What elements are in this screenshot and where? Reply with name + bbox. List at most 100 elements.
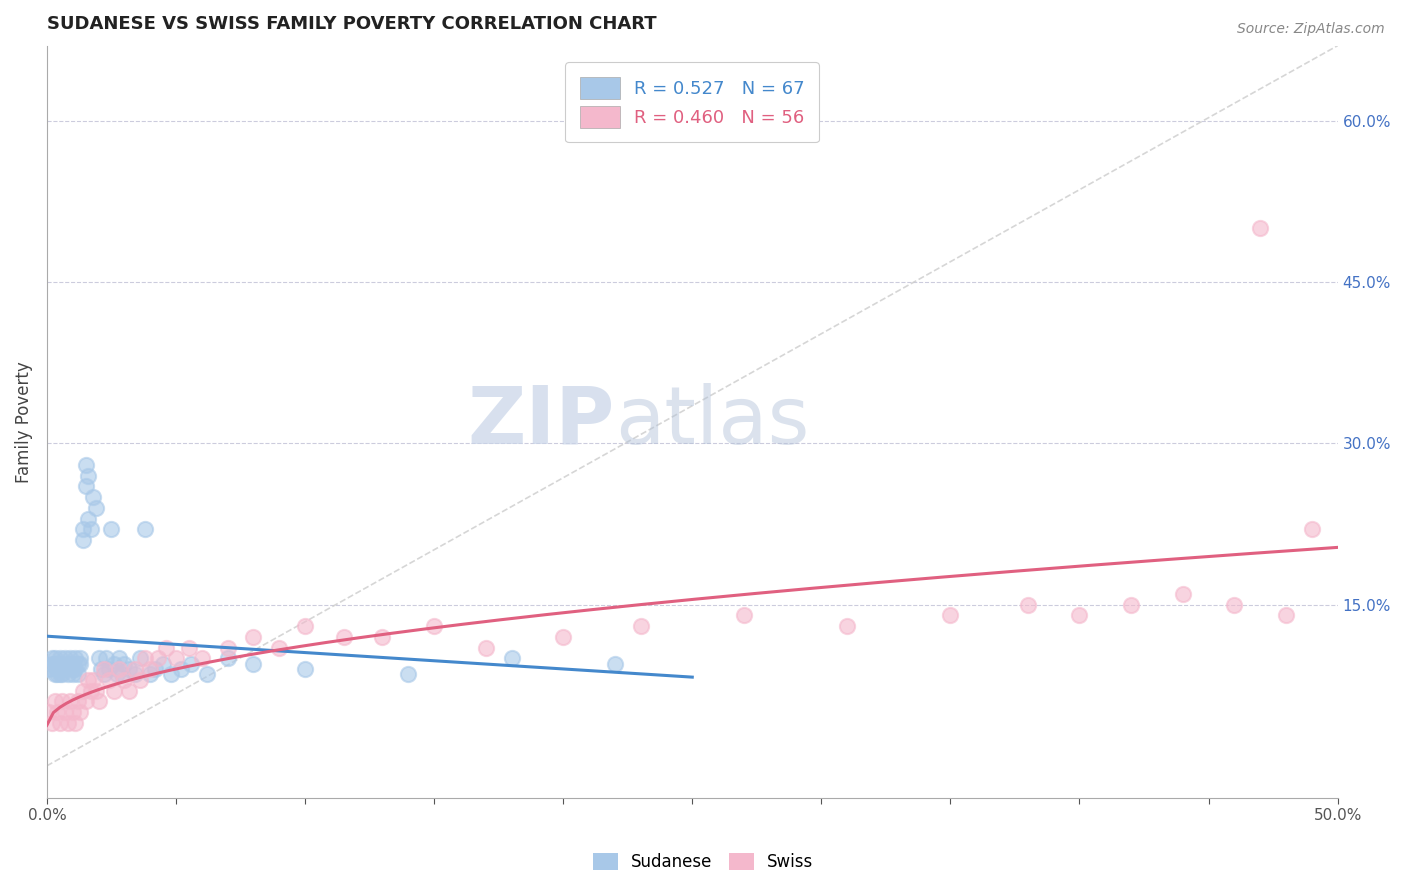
Point (82, 490, 104, 504)
Point (134, 651, 156, 665)
Point (553, 630, 575, 644)
Point (111, 667, 134, 681)
Point (165, 651, 187, 665)
Point (38, 705, 60, 719)
Text: ZIP: ZIP (468, 383, 614, 461)
Point (1275, 608, 1298, 623)
Point (124, 662, 146, 676)
Point (69, 651, 91, 665)
Point (100, 522, 122, 536)
Point (603, 657, 626, 671)
Point (77, 511, 100, 525)
Point (75, 694, 97, 708)
Point (128, 673, 150, 687)
Text: Source: ZipAtlas.com: Source: ZipAtlas.com (1237, 22, 1385, 37)
Point (1119, 598, 1142, 612)
Point (294, 662, 316, 676)
Point (103, 683, 125, 698)
Point (75, 458, 97, 472)
Point (118, 662, 141, 676)
Point (217, 640, 239, 655)
Point (56, 667, 79, 681)
Point (134, 522, 156, 536)
Point (62, 662, 84, 676)
Point (75, 479, 97, 493)
Point (501, 651, 523, 665)
Point (72, 683, 94, 698)
Point (733, 608, 755, 623)
Point (56, 715, 79, 730)
Point (51, 662, 73, 676)
Point (44, 667, 66, 681)
Point (46, 667, 69, 681)
Point (46, 705, 69, 719)
Point (44, 694, 66, 708)
Point (112, 673, 135, 687)
Point (1223, 598, 1246, 612)
Point (77, 673, 100, 687)
Point (69, 657, 91, 671)
Point (41, 657, 63, 671)
Point (332, 630, 354, 644)
Point (1301, 522, 1323, 536)
Point (1171, 587, 1194, 601)
Point (97, 662, 120, 676)
Point (112, 657, 135, 671)
Point (139, 662, 162, 676)
Point (1069, 608, 1091, 623)
Point (180, 657, 202, 671)
Point (66, 657, 89, 671)
Point (62, 705, 84, 719)
Point (82, 673, 104, 687)
Point (65, 715, 87, 730)
Point (371, 630, 394, 644)
Point (62, 667, 84, 681)
Point (155, 640, 177, 655)
Point (65, 662, 87, 676)
Point (1249, 221, 1271, 235)
Point (59, 694, 82, 708)
Point (396, 667, 419, 681)
Point (159, 667, 181, 681)
Point (105, 667, 128, 681)
Point (96, 651, 118, 665)
Point (56, 657, 79, 671)
Point (69, 705, 91, 719)
Point (269, 640, 291, 655)
Point (80, 683, 103, 698)
Point (59, 651, 82, 665)
Point (97, 673, 120, 687)
Point (44, 651, 66, 665)
Point (294, 619, 316, 633)
Point (44, 657, 66, 671)
Point (53, 662, 76, 676)
Text: SUDANESE VS SWISS FAMILY POVERTY CORRELATION CHART: SUDANESE VS SWISS FAMILY POVERTY CORRELA… (46, 15, 657, 33)
Point (217, 651, 239, 665)
Point (51, 667, 73, 681)
Point (84, 683, 107, 698)
Point (93, 662, 115, 676)
Point (191, 651, 214, 665)
Point (77, 468, 100, 483)
Point (49, 651, 72, 665)
Y-axis label: Family Poverty: Family Poverty (15, 361, 32, 483)
Point (49, 715, 72, 730)
Point (41, 715, 63, 730)
Point (49, 662, 72, 676)
Point (62, 657, 84, 671)
Legend: Sudanese, Swiss: Sudanese, Swiss (583, 845, 823, 880)
Point (128, 651, 150, 665)
Point (46, 657, 69, 671)
Point (80, 522, 103, 536)
Point (837, 619, 859, 633)
Point (118, 683, 141, 698)
Point (49, 667, 72, 681)
Point (38, 662, 60, 676)
Point (103, 657, 125, 671)
Point (66, 694, 89, 708)
Point (59, 657, 82, 671)
Point (46, 662, 69, 676)
Point (108, 662, 131, 676)
Point (423, 619, 446, 633)
Point (124, 667, 146, 681)
